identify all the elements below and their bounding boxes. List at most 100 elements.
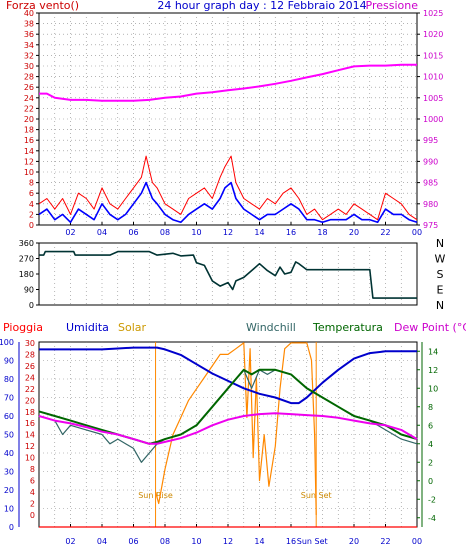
humidity-axis-tick-label: 50 bbox=[4, 431, 14, 440]
wind-x-axis-tick-label: 00 bbox=[412, 228, 422, 237]
wind-axis-tick-label: 0 bbox=[29, 221, 34, 230]
compass-direction-label: W bbox=[435, 253, 446, 266]
legend-temperature: Temperatura bbox=[312, 321, 383, 334]
climate-x-tick-label: 06 bbox=[128, 537, 138, 546]
humidity-axis-tick-label: 10 bbox=[4, 505, 14, 514]
humidity-axis-tick-label: 30 bbox=[4, 468, 14, 477]
wind-axis-tick-label: 20 bbox=[24, 115, 34, 124]
solar-axis-tick-label: 12 bbox=[25, 442, 35, 451]
compass-direction-label: N bbox=[436, 299, 444, 312]
wind-x-axis-tick-label: 22 bbox=[380, 228, 390, 237]
direction-axis-tick-label: 270 bbox=[19, 255, 34, 264]
climate-x-tick-label: 14 bbox=[254, 537, 264, 546]
pressure-series-line bbox=[39, 63, 417, 102]
wind-x-axis-tick-label: 04 bbox=[97, 228, 107, 237]
pressure-axis-title: Pressione bbox=[366, 0, 419, 12]
temperature-axis-tick-label: 8 bbox=[428, 403, 433, 412]
wind-axis-tick-label: 24 bbox=[24, 94, 34, 103]
wind-axis-tick-label: 12 bbox=[24, 157, 34, 166]
pressure-axis-tick-label: 990 bbox=[423, 157, 438, 166]
solar-axis-tick-label: 30 bbox=[25, 339, 35, 348]
pressure-axis-tick-label: 985 bbox=[423, 179, 438, 188]
wind-axis-tick-label: 30 bbox=[24, 62, 34, 71]
legend-humidity: Umidita bbox=[66, 321, 109, 334]
solar-axis-tick-label: 28 bbox=[25, 350, 35, 359]
sun-event-annotation: Sun Rise bbox=[138, 491, 173, 500]
wind-axis-tick-label: 26 bbox=[24, 83, 34, 92]
temperature-axis-tick-label: 4 bbox=[428, 440, 433, 449]
climate-x-tick-label: 00 bbox=[412, 537, 422, 546]
pressure-axis-tick-label: 1020 bbox=[423, 30, 443, 39]
wind-axis-title: Forza vento() bbox=[6, 0, 79, 12]
temperature-axis-tick-label: 12 bbox=[428, 366, 438, 375]
climate-x-tick-label: 02 bbox=[65, 537, 75, 546]
wind-x-axis-tick-label: 02 bbox=[65, 228, 75, 237]
chart-title: 24 hour graph day : 12 Febbraio 2014 bbox=[157, 0, 366, 12]
temperature-axis-tick-label: 14 bbox=[428, 347, 438, 356]
wind-axis-tick-label: 28 bbox=[24, 73, 34, 82]
temperature-axis-tick-label: 0 bbox=[428, 477, 433, 486]
climate-x-tick-label: 04 bbox=[97, 537, 107, 546]
solar-axis-tick-label: 26 bbox=[25, 362, 35, 371]
sun-set-axis-label: Sun Set bbox=[297, 537, 328, 546]
pressure-axis-tick-label: 1000 bbox=[423, 115, 443, 124]
solar-axis-tick-label: 24 bbox=[25, 373, 35, 382]
temperature-axis-tick-label: -2 bbox=[428, 495, 436, 504]
direction-axis-tick-label: 180 bbox=[19, 270, 34, 279]
wind-axis-tick-label: 10 bbox=[24, 168, 34, 177]
wind-x-axis-tick-label: 10 bbox=[191, 228, 201, 237]
wind-x-axis-tick-label: 20 bbox=[349, 228, 359, 237]
pressure-axis-tick-label: 1005 bbox=[423, 94, 443, 103]
solar-axis-tick-label: 6 bbox=[30, 477, 35, 486]
temperature-axis-tick-label: 2 bbox=[428, 458, 433, 467]
wind-axis-tick-label: 4 bbox=[29, 200, 34, 209]
wind-x-axis-tick-label: 12 bbox=[223, 228, 233, 237]
dewpoint-series-line bbox=[38, 412, 418, 445]
wind-axis-tick-label: 2 bbox=[29, 210, 34, 219]
wind-x-axis-tick-label: 14 bbox=[254, 228, 264, 237]
humidity-axis-tick-label: 90 bbox=[4, 357, 14, 366]
humidity-axis-tick-label: 100 bbox=[0, 338, 14, 347]
pressure-axis-tick-label: 1025 bbox=[423, 9, 443, 18]
humidity-axis-tick-label: 20 bbox=[4, 486, 14, 495]
direction-axis-tick-label: 360 bbox=[19, 239, 34, 248]
humidity-axis-tick-label: 70 bbox=[4, 394, 14, 403]
wind-axis-tick-label: 40 bbox=[24, 9, 34, 18]
wind-axis-tick-label: 16 bbox=[24, 136, 34, 145]
wind-series-line bbox=[38, 181, 418, 224]
wind-x-axis-tick-label: 16 bbox=[286, 228, 296, 237]
humidity-axis-tick-label: 40 bbox=[4, 449, 14, 458]
solar-axis-tick-label: 22 bbox=[25, 385, 35, 394]
climate-x-tick-label: 20 bbox=[349, 537, 359, 546]
humidity-axis-tick-label: 0 bbox=[9, 523, 14, 532]
direction-axis-tick-label: 0 bbox=[29, 301, 34, 310]
wind-axis-tick-label: 22 bbox=[24, 104, 34, 113]
pressure-axis-tick-label: 980 bbox=[423, 200, 438, 209]
solar-axis-tick-label: 18 bbox=[25, 408, 35, 417]
solar-axis-tick-label: 0 bbox=[30, 511, 35, 520]
gust-series-line bbox=[38, 155, 418, 221]
wind-axis-tick-label: 38 bbox=[24, 20, 34, 29]
solar-axis-tick-label: 10 bbox=[25, 454, 35, 463]
wind-x-axis-tick-label: 18 bbox=[317, 228, 327, 237]
solar-axis-tick-label: 4 bbox=[30, 488, 35, 497]
wind-axis-tick-label: 32 bbox=[24, 51, 34, 60]
direction-series-line bbox=[39, 250, 417, 299]
climate-x-tick-label: 12 bbox=[223, 537, 233, 546]
temperature-axis-tick-label: -4 bbox=[428, 514, 436, 523]
temperature-axis-tick-label: 6 bbox=[428, 421, 433, 430]
solar-axis-tick-label: 14 bbox=[25, 431, 35, 440]
wind-x-axis-tick-label: 06 bbox=[128, 228, 138, 237]
solar-axis-tick-label: 2 bbox=[30, 500, 35, 509]
pressure-axis-tick-label: 1015 bbox=[423, 51, 443, 60]
climate-x-tick-label: 22 bbox=[380, 537, 390, 546]
wind-x-axis-tick-label: 08 bbox=[160, 228, 170, 237]
solar-axis-tick-label: 16 bbox=[25, 419, 35, 428]
wind-axis-tick-label: 6 bbox=[29, 189, 34, 198]
solar-axis-tick-label: 20 bbox=[25, 396, 35, 405]
pressure-axis-tick-label: 1010 bbox=[423, 73, 443, 82]
wind-axis-tick-label: 14 bbox=[24, 147, 34, 156]
humidity-series-line bbox=[39, 346, 417, 405]
